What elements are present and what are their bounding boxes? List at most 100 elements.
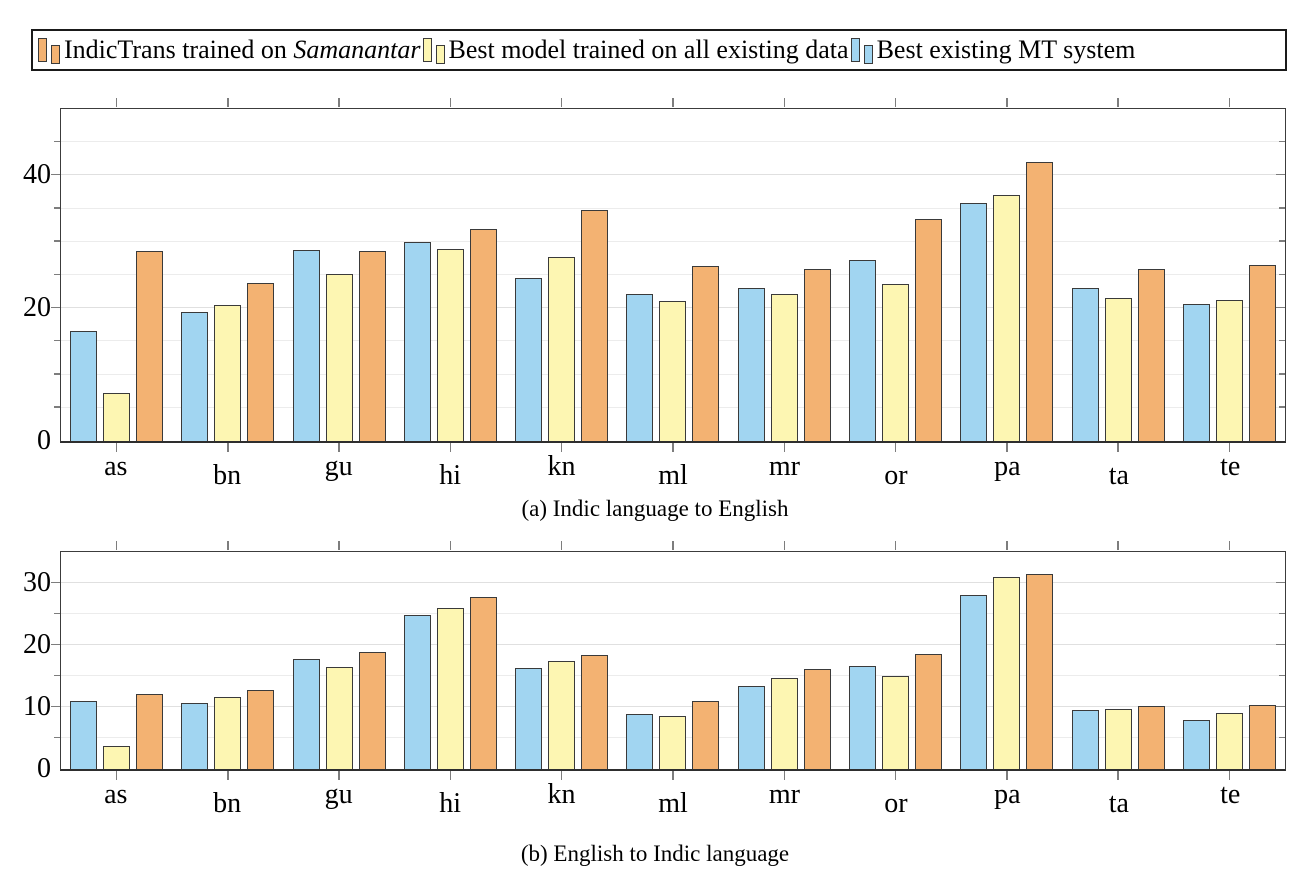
x-tick-label-mr: mr bbox=[768, 451, 800, 482]
axis-tick bbox=[1117, 443, 1119, 452]
axis-tick bbox=[783, 771, 786, 780]
axis-tick bbox=[115, 443, 118, 452]
axis-tick bbox=[783, 443, 786, 452]
bar-or-best_existing_data bbox=[881, 284, 909, 441]
bar-kn-best_mt bbox=[515, 667, 543, 769]
bar-group-te bbox=[1174, 552, 1285, 769]
bar-hi-indictrans bbox=[469, 229, 497, 441]
axis-tick bbox=[51, 306, 60, 309]
axis-tick bbox=[1279, 140, 1285, 143]
bar-pa-best_mt bbox=[960, 203, 988, 441]
axis-tick bbox=[783, 541, 786, 550]
bar-gu-best_existing_data bbox=[325, 666, 353, 769]
axis-tick bbox=[1279, 339, 1285, 342]
legend: IndicTrans trained on Samanantar Best mo… bbox=[31, 29, 1287, 71]
axis-tick bbox=[54, 240, 60, 242]
y-axis-labels: 0 20 40 bbox=[3, 109, 51, 455]
x-axis-labels: as bn gu hi kn ml mr or pa ta te bbox=[60, 771, 1286, 819]
axis-tick bbox=[449, 541, 452, 550]
axis-tick bbox=[894, 771, 897, 780]
bar-or-best_mt bbox=[848, 259, 876, 441]
axis-tick bbox=[227, 98, 229, 107]
x-tick-label-ta: ta bbox=[1108, 788, 1129, 819]
x-tick-label-or: or bbox=[884, 788, 908, 819]
axis-tick bbox=[449, 771, 452, 780]
axis-tick bbox=[1276, 705, 1285, 707]
legend-label: Best existing MT system bbox=[876, 35, 1136, 64]
axis-tick bbox=[1276, 306, 1285, 309]
bar-hi-best_existing_data bbox=[436, 249, 464, 441]
bar-group-or bbox=[840, 552, 951, 769]
axis-tick bbox=[115, 98, 118, 107]
bar-group-ta bbox=[1062, 552, 1173, 769]
axis-tick bbox=[1006, 541, 1008, 550]
x-tick-label-pa: pa bbox=[994, 779, 1021, 810]
bar-bn-best_existing_data bbox=[214, 697, 242, 769]
bar-mr-indictrans bbox=[803, 269, 831, 441]
bar-pa-best_existing_data bbox=[993, 195, 1021, 441]
bar-gu-best_mt bbox=[292, 658, 320, 769]
axis-tick bbox=[54, 674, 60, 676]
x-tick-label-kn: kn bbox=[547, 451, 576, 482]
gridline bbox=[61, 675, 1285, 676]
legend-entry-indictrans: IndicTrans trained on Samanantar bbox=[38, 35, 421, 65]
bar-group-gu bbox=[284, 109, 395, 441]
bars-layer bbox=[61, 109, 1285, 441]
legend-label: IndicTrans trained on Samanantar bbox=[64, 35, 421, 64]
axis-tick bbox=[338, 541, 340, 550]
bar-ta-best_existing_data bbox=[1104, 297, 1132, 441]
y-tick-label: 0 bbox=[37, 753, 51, 784]
bar-mr-best_mt bbox=[737, 685, 765, 769]
bar-group-pa bbox=[951, 552, 1062, 769]
bar-or-indictrans bbox=[914, 653, 942, 769]
bar-te-best_existing_data bbox=[1215, 713, 1243, 769]
axis-tick bbox=[560, 771, 563, 780]
axis-tick bbox=[1279, 736, 1285, 738]
bar-gu-indictrans bbox=[358, 652, 386, 769]
axis-tick bbox=[54, 339, 60, 342]
gridline bbox=[61, 274, 1285, 275]
bar-group-as bbox=[61, 109, 172, 441]
axis-tick bbox=[338, 98, 340, 107]
axis-tick bbox=[894, 541, 897, 550]
axis-tick bbox=[894, 98, 897, 107]
x-tick-label-gu: gu bbox=[324, 451, 353, 482]
bar-pa-best_mt bbox=[960, 594, 988, 769]
bar-swatch-icon bbox=[850, 38, 873, 64]
bar-kn-indictrans bbox=[581, 654, 609, 769]
bar-group-kn bbox=[506, 109, 617, 441]
x-tick-label-as: as bbox=[104, 451, 128, 482]
bar-mr-best_mt bbox=[737, 288, 765, 441]
x-tick-label-ml: ml bbox=[658, 460, 688, 491]
axis-tick bbox=[54, 612, 60, 614]
bar-ml-best_mt bbox=[626, 714, 654, 769]
axis-tick bbox=[449, 98, 452, 107]
bars-layer bbox=[61, 552, 1285, 769]
bar-kn-best_existing_data bbox=[548, 257, 576, 441]
bar-group-mr bbox=[729, 109, 840, 441]
bar-ml-indictrans bbox=[692, 701, 720, 769]
axis-tick bbox=[115, 541, 118, 550]
plot-area: 0 20 40 bbox=[23, 98, 1286, 455]
bar-as-best_existing_data bbox=[103, 392, 131, 441]
bar-or-best_existing_data bbox=[881, 676, 909, 769]
gridline bbox=[61, 174, 1285, 176]
bar-group-or bbox=[840, 109, 951, 441]
bar-ml-best_mt bbox=[626, 293, 654, 441]
bar-group-as bbox=[61, 552, 172, 769]
legend-entry-best-mt-system: Best existing MT system bbox=[850, 35, 1136, 65]
bar-or-best_mt bbox=[848, 666, 876, 769]
bar-kn-best_mt bbox=[515, 278, 543, 441]
bar-te-indictrans bbox=[1248, 265, 1276, 441]
bar-group-mr bbox=[729, 552, 840, 769]
bar-pa-best_existing_data bbox=[993, 577, 1021, 769]
axis-tick bbox=[51, 643, 60, 645]
bar-hi-indictrans bbox=[469, 597, 497, 769]
bar-ml-best_existing_data bbox=[659, 300, 687, 441]
axis-tick bbox=[672, 98, 674, 107]
axis-tick bbox=[227, 771, 229, 780]
y-tick-label: 10 bbox=[23, 691, 51, 722]
gridline bbox=[61, 207, 1285, 209]
x-tick-label-or: or bbox=[884, 460, 908, 491]
